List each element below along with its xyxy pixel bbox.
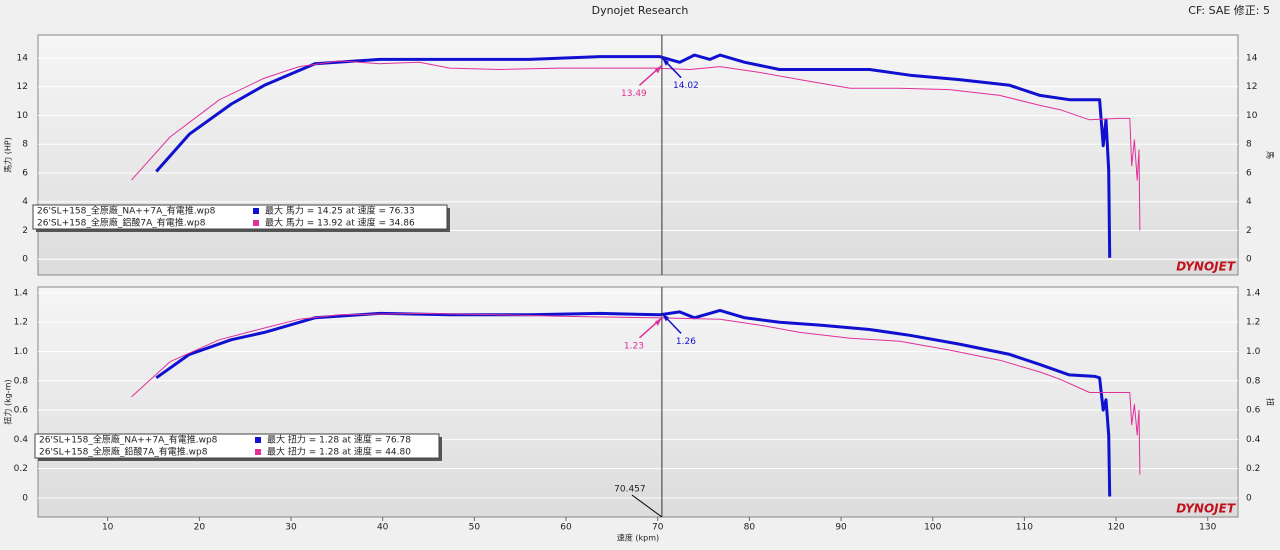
- x-tick-label: 90: [835, 523, 847, 533]
- y2-tick-label: 0.2: [1246, 464, 1260, 474]
- x-tick-label: 40: [377, 523, 389, 533]
- plot-area: [37, 286, 1239, 518]
- legend-name: 26'SL+158_全原廠_NA++7A_有電推.wp8: [37, 205, 216, 217]
- marker-head: [654, 65, 662, 74]
- x-tick-label: 20: [194, 523, 206, 533]
- x-tick-label: 60: [560, 523, 572, 533]
- legend-name: 26'SL+158_全原廠_鉛酸7A_有電推.wp8: [39, 446, 208, 458]
- y-tick-label: 0.8: [14, 376, 29, 386]
- x-tick-label: 80: [744, 523, 756, 533]
- y2-axis-label: 扭: [1266, 398, 1276, 406]
- y2-tick-label: 12: [1246, 82, 1257, 92]
- marker-label: 14.02: [673, 81, 699, 91]
- y2-tick-label: 10: [1246, 111, 1258, 121]
- title: Dynojet Research: [592, 4, 689, 17]
- legend-swatch: [253, 208, 259, 214]
- series-line: [155, 53, 1112, 258]
- cf-label: CF: SAE 修正: 5: [1188, 3, 1270, 17]
- series-line: [131, 312, 1141, 475]
- legend-swatch: [253, 220, 259, 226]
- x-tick-label: 50: [469, 523, 481, 533]
- y2-tick-label: 2: [1246, 226, 1252, 236]
- series-line: [155, 308, 1112, 497]
- y-tick-label: 0: [22, 255, 28, 265]
- y-tick-label: 0: [22, 493, 28, 503]
- y2-axis-label: 馬: [1266, 151, 1275, 159]
- marker-head: [661, 57, 669, 66]
- x-tick-label: 120: [1107, 523, 1124, 533]
- y-tick-label: 6: [22, 168, 28, 178]
- y-axis-label: 馬力 (HP): [3, 137, 13, 173]
- y2-tick-label: 8: [1246, 140, 1252, 150]
- logo: DYNOJET: [1176, 502, 1236, 516]
- y-tick-label: 1.4: [14, 288, 29, 298]
- y2-tick-label: 1.4: [1246, 288, 1261, 298]
- y-tick-label: 12: [17, 82, 28, 92]
- x-tick-label: 110: [1016, 523, 1033, 533]
- marker-label: 13.49: [621, 89, 647, 99]
- y2-tick-label: 0: [1246, 493, 1252, 503]
- series-line: [131, 60, 1141, 231]
- x-tick-label: 70: [652, 523, 664, 533]
- legend-name: 26'SL+158_全原廠_NA++7A_有電推.wp8: [39, 434, 218, 446]
- y2-tick-label: 14: [1246, 53, 1258, 63]
- y-tick-label: 8: [22, 140, 28, 150]
- y-axis-label: 扭力 (kg-m): [3, 379, 13, 424]
- y-tick-label: 0.4: [14, 435, 29, 445]
- cursor-label: 70.457: [614, 485, 646, 495]
- legend-box: [34, 433, 440, 459]
- plot-area: [37, 34, 1239, 276]
- legend-max: 最大 扭力 = 1.28 at 速度 = 76.78: [267, 434, 411, 446]
- y2-tick-label: 4: [1246, 197, 1252, 207]
- cursor-arrow: [631, 494, 663, 518]
- marker-label: 1.26: [676, 337, 696, 347]
- y2-tick-label: 0.6: [1246, 406, 1261, 416]
- legend-max: 最大 扭力 = 1.28 at 速度 = 44.80: [267, 446, 411, 458]
- x-axis-label: 速度 (kpm): [617, 533, 659, 543]
- logo: DYNOJET: [1176, 260, 1236, 274]
- y-tick-label: 4: [22, 197, 28, 207]
- y2-tick-label: 0.8: [1246, 376, 1261, 386]
- y2-tick-label: 0.4: [1246, 435, 1261, 445]
- legend-max: 最大 馬力 = 14.25 at 速度 = 76.33: [265, 205, 415, 217]
- y-tick-label: 10: [17, 111, 29, 121]
- legend-max: 最大 馬力 = 13.92 at 速度 = 34.86: [265, 217, 415, 229]
- y2-tick-label: 0: [1246, 255, 1252, 265]
- legend-name: 26'SL+158_全原廠_鋁酸7A_有電推.wp8: [37, 217, 206, 229]
- y-tick-label: 1.0: [14, 347, 29, 357]
- x-tick-label: 30: [285, 523, 297, 533]
- y-tick-label: 0.6: [14, 406, 29, 416]
- y-tick-label: 0.2: [14, 464, 28, 474]
- legend-box: [32, 204, 448, 230]
- legend-swatch: [255, 437, 261, 443]
- x-tick-label: 10: [102, 523, 114, 533]
- x-tick-label: 130: [1199, 523, 1216, 533]
- y-tick-label: 2: [22, 226, 28, 236]
- x-tick-label: 100: [924, 523, 941, 533]
- marker-label: 1.23: [624, 341, 644, 351]
- y2-tick-label: 1.2: [1246, 318, 1260, 328]
- marker-head: [654, 317, 662, 326]
- y2-tick-label: 1.0: [1246, 347, 1261, 357]
- marker-head: [661, 313, 669, 322]
- y-tick-label: 1.2: [14, 318, 28, 328]
- y-tick-label: 14: [17, 53, 29, 63]
- y2-tick-label: 6: [1246, 168, 1252, 178]
- legend-swatch: [255, 449, 261, 455]
